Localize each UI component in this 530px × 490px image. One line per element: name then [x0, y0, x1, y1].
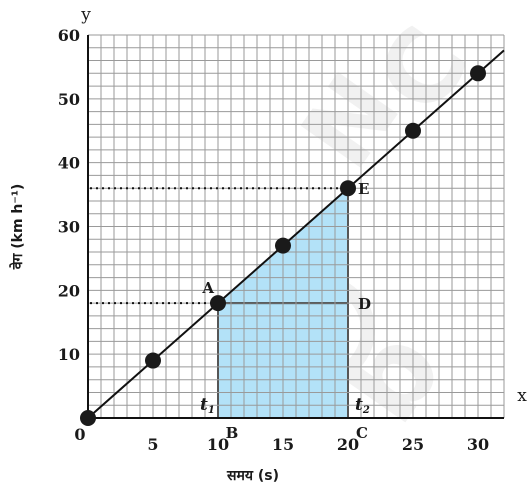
time-label-subscript: 1 — [208, 405, 215, 416]
data-point — [470, 65, 486, 82]
data-point — [275, 237, 291, 254]
data-point — [210, 295, 226, 312]
point-label-b: B — [226, 424, 239, 442]
data-point — [340, 180, 356, 197]
point-label-c: C — [356, 424, 368, 442]
data-point — [80, 410, 96, 426]
x-tick-label: 25 — [402, 435, 424, 454]
x-tick-label: 10 — [207, 435, 229, 454]
y-tick-label: 20 — [58, 281, 80, 300]
y-axis-letter: y — [80, 5, 91, 25]
x-tick-label: 20 — [337, 435, 359, 454]
y-tick-label: 50 — [58, 90, 80, 109]
y-tick-label: 30 — [58, 218, 80, 237]
x-axis-title: समय (s) — [226, 468, 279, 484]
x-tick-label: 5 — [147, 435, 158, 454]
y-tick-label: 40 — [58, 154, 80, 173]
data-point — [405, 122, 421, 139]
grid — [87, 34, 505, 419]
point-label-d: D — [358, 295, 371, 313]
y-axis-title: वेग (km h⁻¹) — [9, 184, 26, 271]
x-tick-label: 15 — [272, 435, 294, 454]
time-label-t1: t1 — [200, 395, 215, 416]
time-label-subscript: 2 — [362, 405, 370, 416]
x-axis-letter: x — [517, 386, 527, 406]
y-tick-label: 60 — [58, 26, 80, 45]
origin-label: 0 — [74, 425, 85, 444]
point-label-a: A — [201, 279, 214, 297]
point-label-e: E — [358, 180, 369, 198]
y-tick-label: 10 — [58, 345, 80, 364]
data-point — [145, 352, 161, 369]
x-tick-label: 30 — [467, 435, 489, 454]
